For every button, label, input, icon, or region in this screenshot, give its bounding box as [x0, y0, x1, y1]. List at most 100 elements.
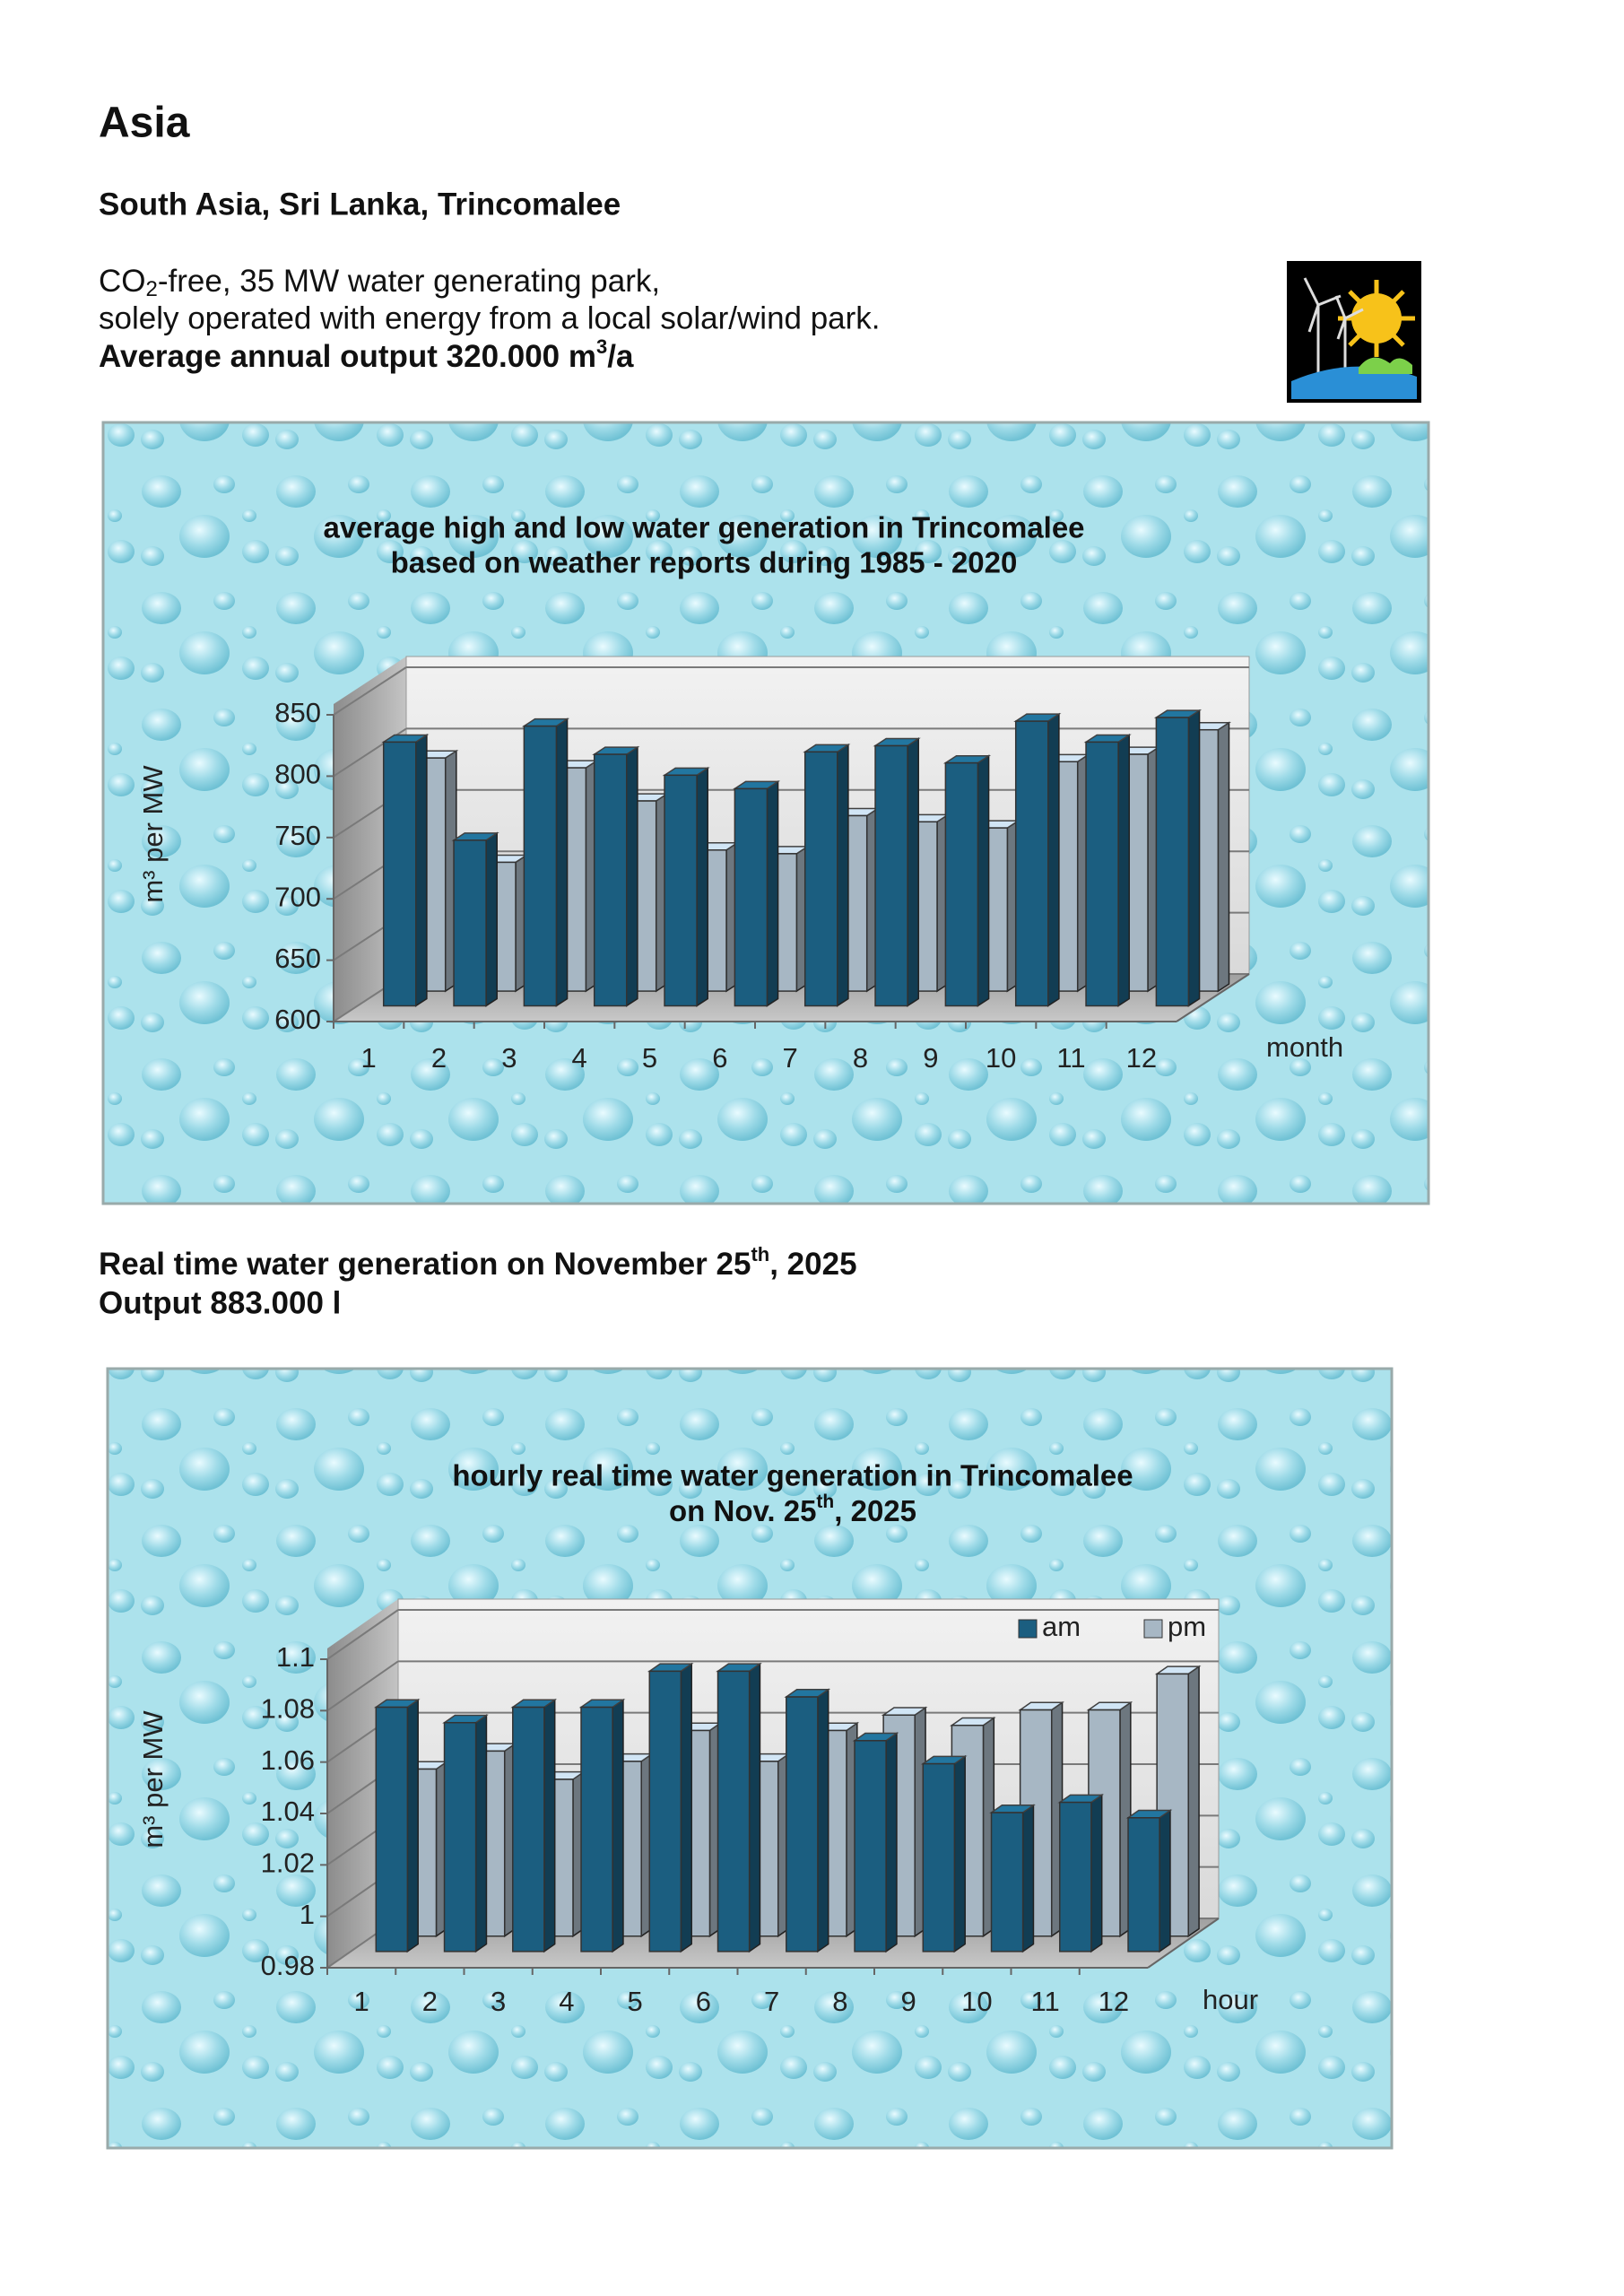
chart-title: hourly real time water generation in Tri… — [452, 1459, 1133, 1492]
bar — [512, 1706, 545, 1952]
bar-side — [543, 1698, 556, 1953]
chart-title: on Nov. 25th, 2025 — [669, 1492, 916, 1527]
x-tick-label: 5 — [628, 1986, 643, 2017]
bar-side — [474, 1714, 488, 1953]
text: -free, 35 MW water generating park, — [158, 264, 660, 299]
bar-side — [1187, 709, 1201, 1007]
bar-side — [1117, 734, 1130, 1007]
bar — [716, 1670, 751, 1952]
bar — [803, 751, 838, 1007]
bar — [990, 1812, 1024, 1952]
y-tick-label: 800 — [274, 759, 321, 790]
bar — [874, 744, 908, 1007]
y-tick-label: 650 — [274, 943, 321, 974]
location: South Asia, Sri Lanka, Trincomalee — [99, 187, 621, 222]
chart-title: average high and low water generation in… — [323, 511, 1084, 544]
text: , 2025 — [769, 1247, 856, 1282]
bar — [580, 1706, 613, 1952]
y-tick-label: 1.04 — [261, 1796, 315, 1827]
legend-swatch — [1143, 1619, 1163, 1639]
x-tick-label: 1 — [354, 1986, 369, 2017]
x-tick-label: 8 — [832, 1986, 847, 2017]
description-line: solely operated with energy from a local… — [99, 300, 881, 335]
description-line: Average annual output 320.000 m3/a — [99, 335, 634, 374]
solar-wind-icon — [1287, 261, 1421, 403]
chart-title: based on weather reports during 1985 - 2… — [391, 546, 1018, 579]
bar — [944, 761, 979, 1007]
bar-side — [836, 743, 849, 1007]
superscript: th — [751, 1243, 769, 1265]
superscript: 3 — [596, 335, 607, 358]
x-tick-label: 6 — [712, 1042, 727, 1074]
bar — [854, 1740, 887, 1952]
heading: Asia — [99, 100, 190, 147]
bar — [1085, 741, 1119, 1007]
x-tick-label: 5 — [642, 1042, 657, 1074]
realtime-line: Output 883.000 l — [99, 1285, 341, 1320]
y-tick-label: 0.98 — [261, 1950, 315, 1981]
bar-side — [680, 1662, 692, 1953]
x-tick-label: 10 — [961, 1986, 992, 2017]
bar-side — [1021, 1804, 1035, 1953]
description-line: CO2-free, 35 MW water generating park, — [99, 264, 660, 301]
bar-side — [817, 1688, 829, 1953]
x-tick-label: 7 — [764, 1986, 779, 2017]
bar-side — [1187, 1665, 1200, 1938]
bar-side — [1046, 712, 1060, 1007]
x-tick-label: 2 — [431, 1042, 447, 1074]
bar-side — [612, 1698, 624, 1953]
bar — [734, 787, 769, 1007]
bar-side — [953, 1754, 966, 1953]
bar — [786, 1696, 819, 1952]
y-axis-label: m³ per MW — [137, 765, 169, 903]
text: , 2025 — [834, 1494, 916, 1527]
x-tick-label: 9 — [923, 1042, 938, 1074]
legend-label: am — [1042, 1611, 1081, 1642]
bar — [664, 774, 698, 1007]
x-tick-label: 12 — [1099, 1986, 1129, 2017]
y-tick-label: 1.08 — [261, 1693, 315, 1725]
x-tick-label: 6 — [696, 1986, 711, 2017]
subscript: 2 — [146, 277, 158, 301]
x-tick-label: 3 — [501, 1042, 517, 1074]
bar — [453, 839, 487, 1007]
grid-line — [333, 666, 407, 716]
y-tick-label: 1.1 — [276, 1641, 315, 1673]
superscript: th — [816, 1492, 834, 1512]
bar-side — [414, 734, 428, 1007]
bar — [382, 741, 417, 1007]
bar-side — [485, 831, 498, 1007]
bar — [1014, 720, 1049, 1007]
x-tick-label: 3 — [491, 1986, 506, 2017]
text: Average annual output 320.000 m — [99, 339, 596, 374]
y-tick-label: 700 — [274, 881, 321, 912]
y-tick-label: 750 — [274, 820, 321, 851]
x-tick-label: 9 — [901, 1986, 916, 2017]
bar-side — [766, 780, 779, 1007]
x-tick-label: 8 — [853, 1042, 868, 1074]
x-tick-label: 4 — [572, 1042, 587, 1074]
x-tick-label: 11 — [1031, 1986, 1060, 2017]
grid-line — [326, 1660, 399, 1712]
bar-side — [1090, 1793, 1103, 1953]
bar-side — [406, 1698, 419, 1953]
bar — [1155, 717, 1190, 1007]
legend-label: pm — [1168, 1611, 1206, 1642]
x-tick-label: 4 — [559, 1986, 574, 2017]
x-axis — [1176, 973, 1250, 1022]
bar-side — [555, 718, 569, 1007]
bar-side — [907, 737, 919, 1007]
y-tick-label: 1.02 — [261, 1848, 315, 1879]
y-tick-label: 850 — [274, 697, 321, 728]
text: on Nov. 25 — [669, 1494, 816, 1527]
bar — [593, 753, 628, 1007]
bar-side — [977, 754, 990, 1007]
bar — [375, 1706, 409, 1952]
x-tick-label: 11 — [1056, 1042, 1085, 1074]
bar-side — [696, 766, 708, 1007]
x-axis-label: hour — [1203, 1984, 1258, 2015]
x-tick-label: 1 — [361, 1042, 377, 1074]
bar — [1059, 1801, 1092, 1952]
